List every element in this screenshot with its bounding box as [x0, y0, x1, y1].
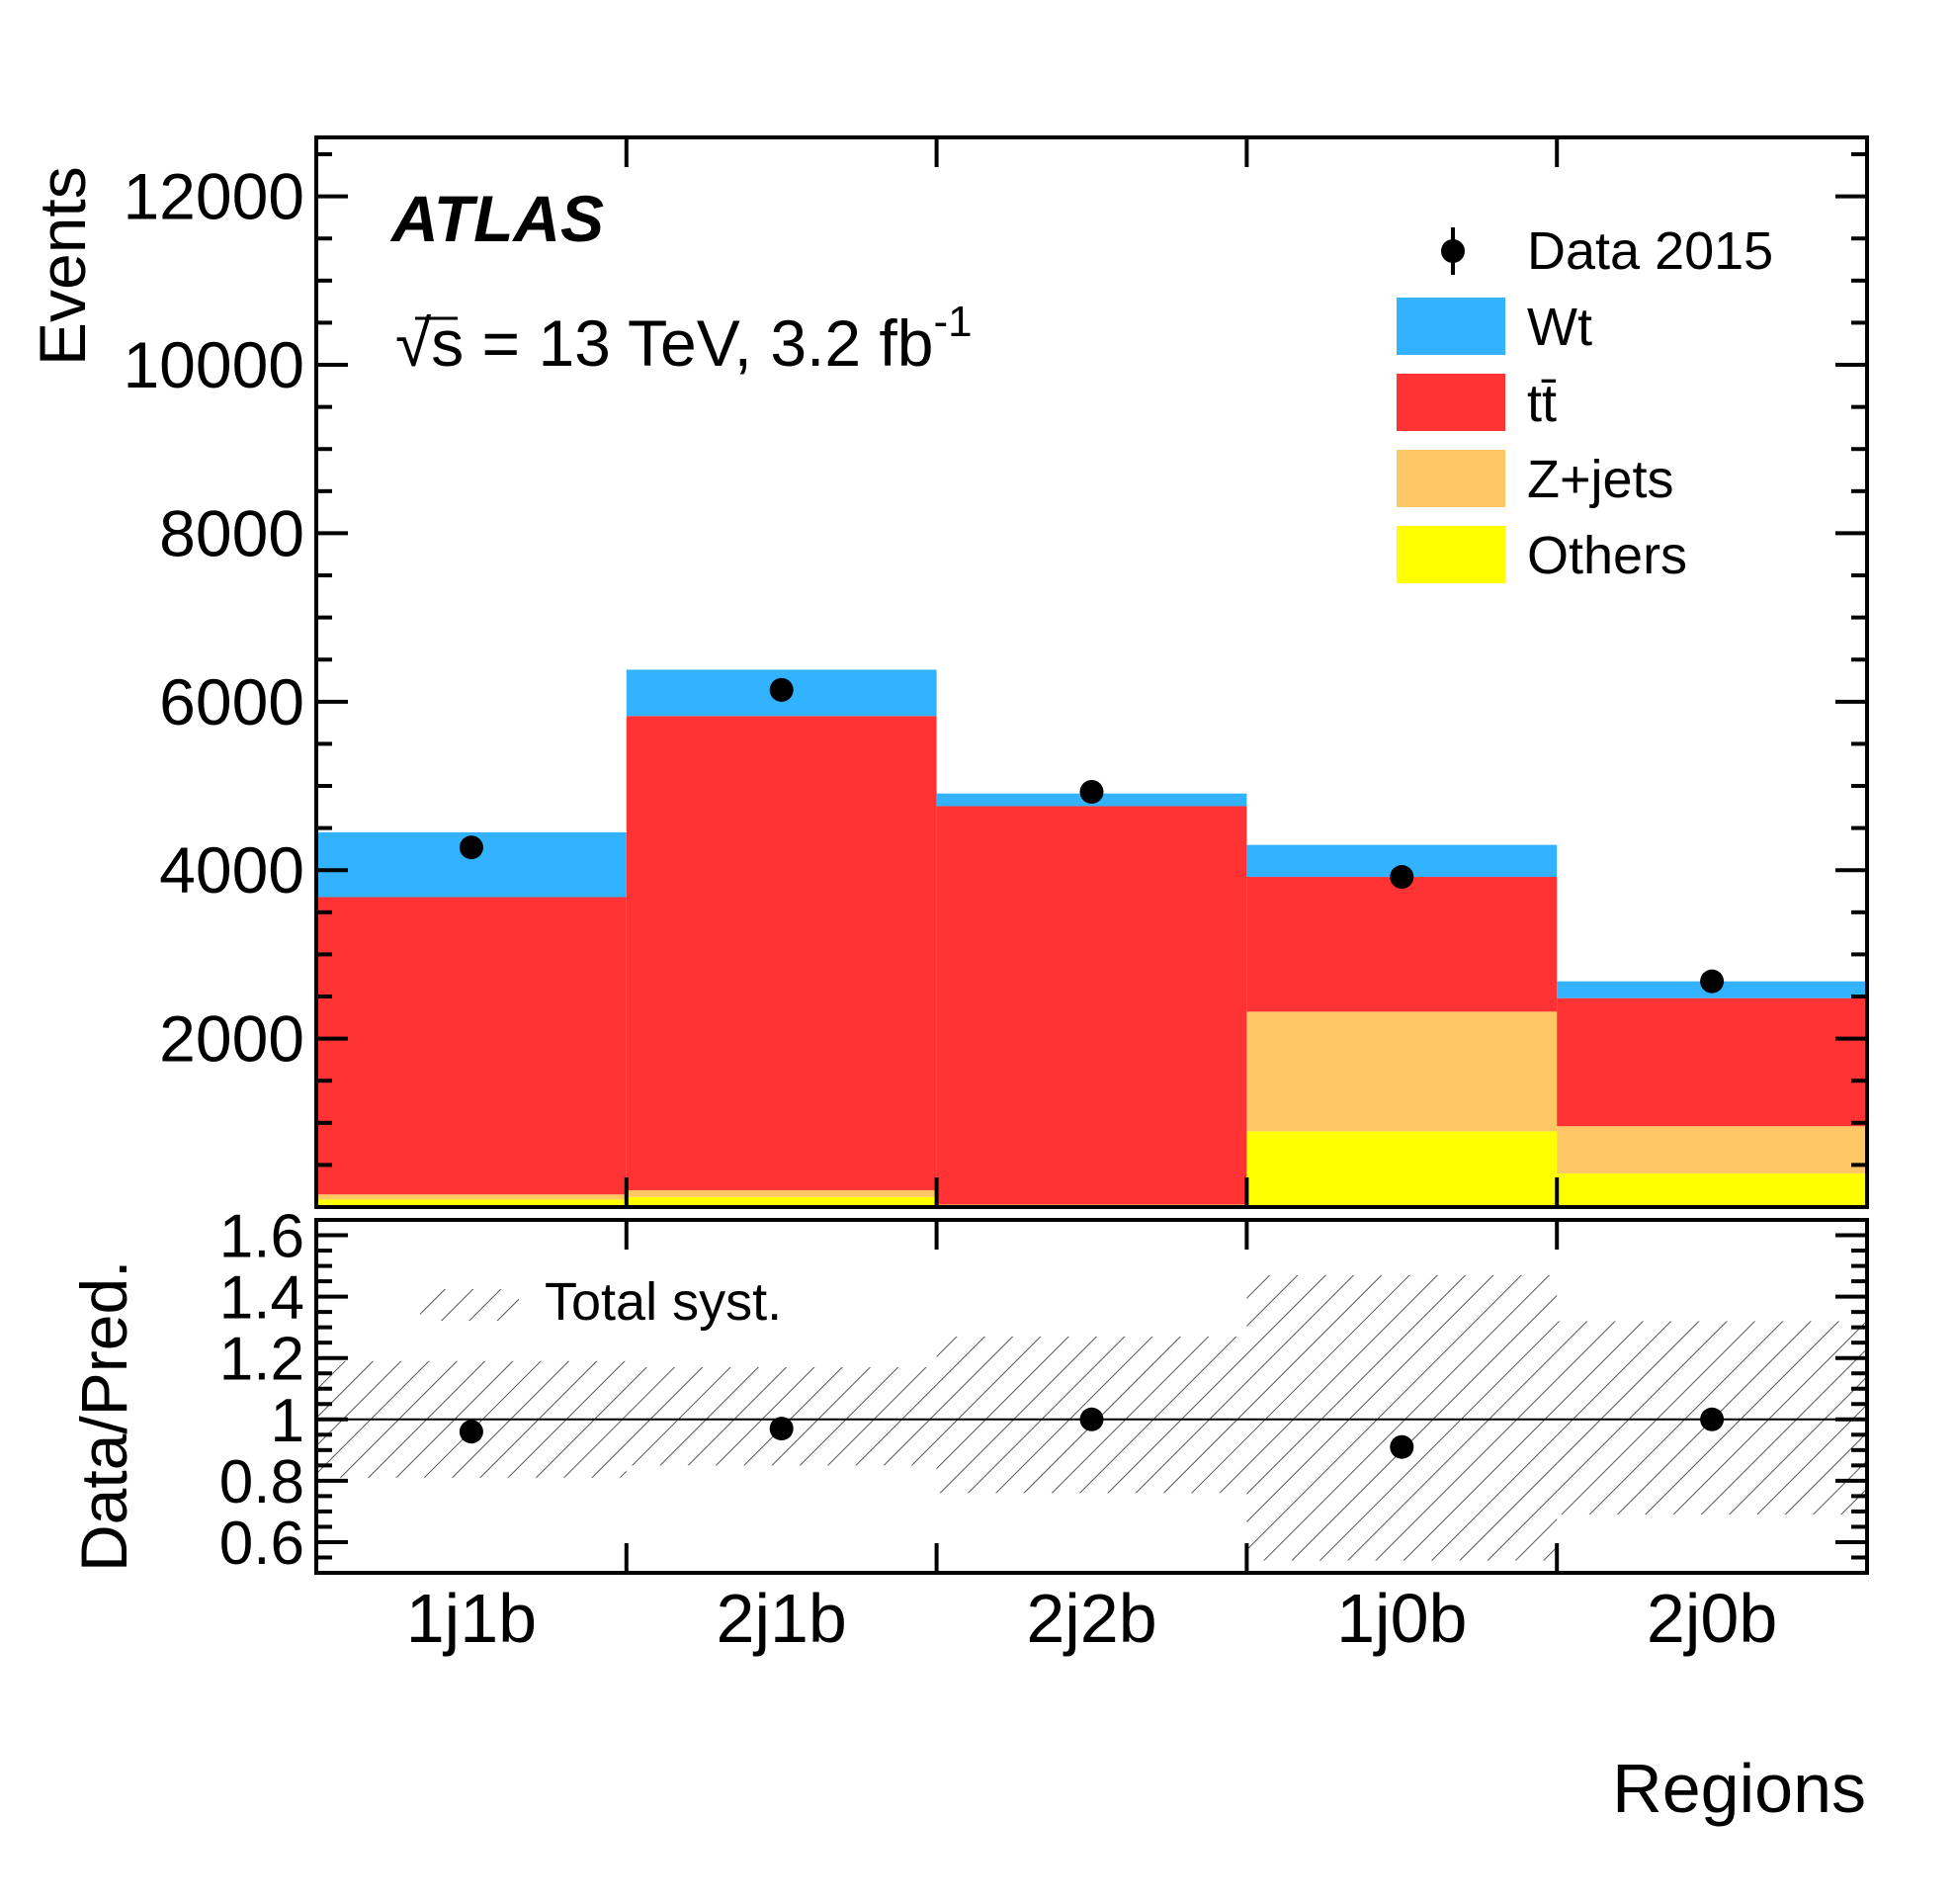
lumi-superscript: -1	[933, 298, 972, 346]
ratio-y-tick-label-1.4: 1.4	[219, 1264, 304, 1333]
ratio-point-2j1b	[769, 1417, 794, 1441]
ratio-x-axis-ticks	[624, 1220, 1560, 1573]
legend-swatch-tt-	[1397, 374, 1505, 431]
legend-swatch-wt	[1397, 298, 1505, 355]
ratio-y-tick-label-1: 1	[271, 1387, 304, 1455]
data-points	[459, 677, 1725, 994]
bar-2j0b-z-jets	[1557, 1126, 1867, 1173]
category-label-2j2b: 2j2b	[1026, 1580, 1156, 1657]
bar-2j1b-z-jets	[626, 1189, 937, 1197]
stacked-bars	[316, 669, 1867, 1207]
data-point-2j0b	[1700, 969, 1725, 994]
y-tick-label-10000: 10000	[123, 328, 304, 401]
bar-1j1b-others	[316, 1199, 627, 1207]
ratio-point-1j1b	[459, 1420, 483, 1444]
ratio-point-2j0b	[1700, 1407, 1725, 1431]
ratio-panel: 0.60.811.21.41.6 Total syst. Data/Pred.	[67, 1203, 1869, 1578]
bar-2j0b-others	[1557, 1172, 1867, 1207]
y-tick-label-12000: 12000	[123, 160, 304, 233]
x-axis-label: Regions	[1612, 1750, 1866, 1827]
bar-2j1b-tt-	[626, 716, 937, 1190]
energy-lumi-text: √s = 13 TeV, 3.2 fb	[395, 306, 933, 380]
y-tick-label-8000: 8000	[159, 496, 304, 569]
y-tick-label-4000: 4000	[159, 833, 304, 907]
category-labels: 1j1b 2j1b 2j2b 1j0b 2j0b	[406, 1580, 1778, 1657]
data-point-2j2b	[1079, 779, 1104, 804]
category-label-2j1b: 2j1b	[717, 1580, 847, 1657]
ratio-point-1j0b	[1390, 1434, 1414, 1459]
y-tick-label-2000: 2000	[159, 1002, 304, 1076]
ratio-y-axis-ticks: 0.60.811.21.41.6	[219, 1203, 1867, 1578]
category-label-2j0b: 2j0b	[1647, 1580, 1777, 1657]
y-axis-label: Events	[26, 166, 99, 366]
bar-1j0b-others	[1246, 1131, 1558, 1207]
ratio-legend-label: Total syst.	[545, 1272, 782, 1332]
data-point-1j0b	[1390, 865, 1414, 890]
ratio-y-tick-label-0.6: 0.6	[219, 1510, 304, 1578]
syst-band-1j0b	[1246, 1274, 1558, 1561]
legend-swatch-others	[1397, 526, 1505, 583]
bar-2j2b-z-jets	[936, 1204, 1247, 1206]
main-x-axis-ticks	[624, 137, 1560, 1207]
category-label-1j0b: 1j0b	[1336, 1580, 1467, 1657]
ratio-y-axis-label: Data/Pred.	[67, 1260, 140, 1573]
ratio-point-2j2b	[1079, 1407, 1104, 1431]
bar-1j0b-tt-	[1246, 877, 1558, 1012]
category-label-1j1b: 1j1b	[406, 1580, 537, 1657]
ratio-plot-frame	[314, 1218, 1869, 1575]
bar-1j0b-z-jets	[1246, 1011, 1558, 1132]
main-panel: 2000 4000 6000 8000 10000 12000 ATLAS √s = 13…	[26, 135, 1869, 1209]
main-plot-frame	[314, 135, 1869, 1209]
legend-data-marker	[1441, 239, 1465, 263]
legend-label-z-jets: Z+jets	[1527, 450, 1674, 509]
bar-1j1b-tt-	[316, 897, 627, 1195]
legend-data-label: Data 2015	[1527, 221, 1773, 281]
bar-2j0b-tt-	[1557, 997, 1867, 1127]
ratio-y-tick-label-1.6: 1.6	[219, 1203, 304, 1271]
bar-2j1b-others	[626, 1196, 937, 1207]
legend-label-tt-: tt̄	[1527, 374, 1557, 433]
chart-subtitle: √s = 13 TeV, 3.2 fb-1	[395, 298, 973, 380]
data-point-1j1b	[459, 835, 483, 860]
legend-label-wt: Wt	[1527, 298, 1592, 357]
ratio-points	[459, 1407, 1725, 1459]
bar-2j2b-tt-	[936, 806, 1247, 1205]
legend-series: Wt tt̄ Z+jets Others	[1397, 298, 1687, 585]
ratio-y-tick-label-1.2: 1.2	[219, 1326, 304, 1394]
ratio-legend-swatch	[420, 1289, 519, 1321]
chart-title: ATLAS	[389, 182, 604, 255]
bar-1j1b-z-jets	[316, 1194, 627, 1200]
legend: Data 2015 Wt tt̄ Z+jets Others	[1397, 221, 1773, 585]
legend-swatch-z-jets	[1397, 450, 1505, 507]
ratio-y-tick-label-0.8: 0.8	[219, 1448, 304, 1516]
syst-band-2j1b	[626, 1367, 937, 1466]
data-point-2j1b	[769, 677, 794, 702]
legend-label-others: Others	[1527, 526, 1687, 585]
main-y-axis-ticks: 2000 4000 6000 8000 10000 12000	[123, 152, 1867, 1168]
y-tick-label-6000: 6000	[159, 665, 304, 738]
